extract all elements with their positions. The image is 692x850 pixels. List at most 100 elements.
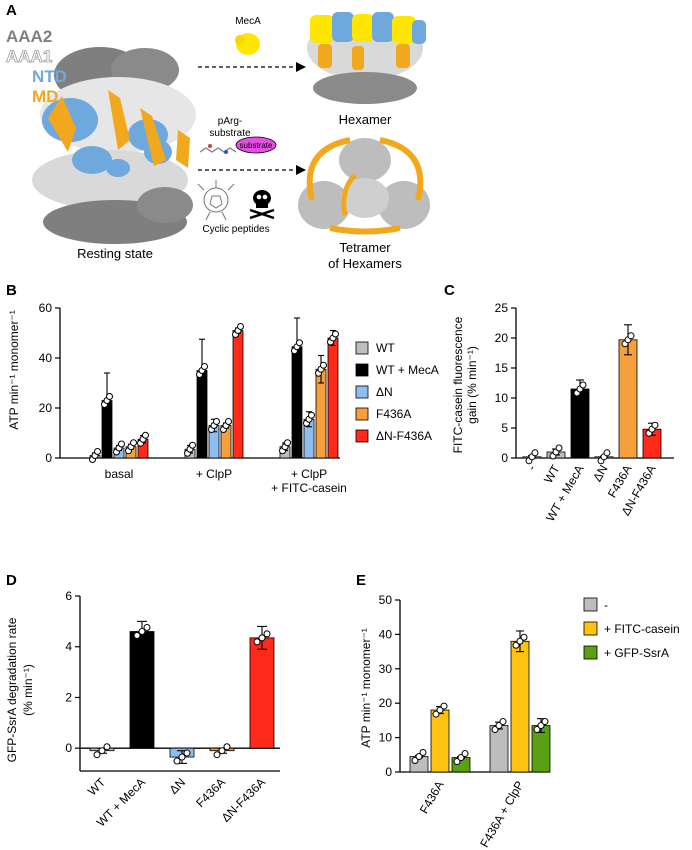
bar-+ FITC-casein: [510, 640, 530, 773]
y-tick-label: 15: [495, 361, 509, 375]
data-point: [512, 641, 520, 649]
y-axis-label: ATP min⁻¹ monomer⁻¹: [359, 628, 373, 748]
y-tick-label: 40: [39, 351, 53, 365]
data-point: [627, 332, 635, 340]
group-label: + ClpP: [196, 467, 232, 481]
x-tick-label: F436A: [417, 779, 447, 817]
data-point: [284, 439, 291, 447]
data-point: [332, 330, 339, 338]
tetramer-label-line2: of Hexamers: [328, 256, 402, 271]
data-point: [541, 718, 549, 726]
legend-label: WT: [376, 341, 395, 355]
group-label: basal: [105, 467, 134, 481]
legend-swatch: [583, 597, 598, 612]
data-point: [263, 630, 271, 638]
y-axis-label: FITC-casein fluorescence: [451, 316, 465, 453]
data-point: [533, 726, 541, 734]
data-point: [537, 722, 545, 730]
chart-d: 0 2 4 6 GFP-SsrA degradation rate (% min⁻¹) WT…: [5, 589, 280, 830]
data-point: [138, 628, 146, 636]
data-point: [213, 751, 221, 759]
data-point: [103, 743, 111, 751]
legend-swatch: [583, 621, 598, 636]
data-point: [432, 710, 440, 718]
data-point: [218, 747, 226, 755]
legend-swatch: [355, 385, 369, 399]
legend-label: -: [604, 598, 608, 612]
data-point: [320, 361, 327, 369]
bar-WT + MecA: [570, 388, 590, 459]
bar-ΔN-F436A: [232, 330, 244, 459]
x-tick-label: ΔN-F436A: [219, 775, 269, 825]
data-point: [183, 749, 191, 757]
substrate-icon: [235, 136, 277, 154]
x-tick-label: WT: [541, 462, 563, 486]
bar-ΔN-F436A: [249, 637, 275, 749]
legend-ntd: NTD: [32, 67, 67, 86]
legend-label: ΔN-F436A: [376, 429, 432, 443]
x-tick-label: F436A: [193, 775, 228, 810]
meca-icon: [235, 33, 260, 55]
data-point: [178, 753, 186, 761]
panel-letter-b: B: [6, 282, 17, 299]
data-point: [499, 718, 507, 726]
chart-c: 0 5 10 15 20 25 FITC-casein fluorescence gain (…: [451, 301, 674, 524]
x-tick-label: ΔN: [166, 775, 188, 797]
meca-label: MecA: [235, 16, 261, 27]
data-point: [308, 411, 315, 419]
data-point: [579, 381, 587, 389]
data-point: [253, 638, 261, 646]
data-point: [491, 726, 499, 734]
tetramer-structure: [298, 137, 430, 235]
data-point: [603, 449, 611, 457]
group-label: + FITC-casein: [271, 481, 347, 495]
y-tick-label: 0: [45, 451, 52, 465]
data-point: [436, 706, 444, 714]
data-point: [516, 637, 524, 645]
bar-F436A: [618, 339, 638, 459]
parg-label-line2: substrate: [209, 128, 251, 139]
parg-label-line1: pArg-: [218, 116, 242, 127]
x-tick-label: WT: [85, 775, 109, 799]
data-point: [98, 747, 106, 755]
hexamer-structure: [307, 12, 426, 104]
data-point: [440, 702, 448, 710]
substrate-tag: substrate: [240, 141, 273, 150]
y-tick-label: 0: [501, 451, 508, 465]
y-tick-label: 5: [501, 421, 508, 435]
legend-swatch: [355, 407, 369, 421]
legend-label: F436A: [376, 407, 411, 421]
chart-e: 0 10 20 30 40 50 ATP min⁻¹ monomer⁻¹ F436A F436A…: [359, 593, 680, 850]
panel-letter-a: A: [6, 2, 17, 19]
y-axis-label: gain (% min⁻¹): [465, 346, 479, 424]
legend-md: MD: [32, 87, 58, 106]
resting-state-structure: [32, 47, 196, 244]
bar-WT + MecA: [129, 631, 155, 749]
skull-icon: [249, 190, 275, 220]
panel-a-illustration: AAA2 AAA1 NTD MD Resting state MecA Hexa…: [6, 12, 430, 271]
data-point: [461, 750, 469, 758]
data-point: [94, 448, 101, 455]
data-point: [651, 421, 659, 429]
y-tick-label: 6: [65, 589, 72, 603]
legend-label: WT + MecA: [376, 363, 439, 377]
x-tick-label: -: [524, 463, 538, 473]
data-point: [495, 722, 503, 730]
data-point: [225, 418, 232, 425]
cyclic-peptides-label: Cyclic peptides: [202, 224, 269, 235]
data-point: [142, 431, 149, 439]
data-point: [173, 757, 181, 765]
data-point: [531, 449, 539, 457]
group-label: + ClpP: [291, 467, 327, 481]
resting-state-label: Resting state: [77, 246, 153, 261]
y-tick-label: 10: [495, 391, 509, 405]
tetramer-label-line1: Tetramer: [339, 240, 391, 255]
data-point: [143, 624, 151, 632]
y-tick-label: 25: [495, 301, 509, 315]
panel-letter-d: D: [6, 572, 17, 589]
panel-letter-e: E: [356, 572, 367, 589]
y-tick-label: 2: [65, 690, 72, 704]
legend-label: + FITC-casein: [604, 622, 680, 636]
panel-letter-c: C: [444, 282, 455, 299]
bar-+ FITC-casein: [430, 709, 450, 773]
